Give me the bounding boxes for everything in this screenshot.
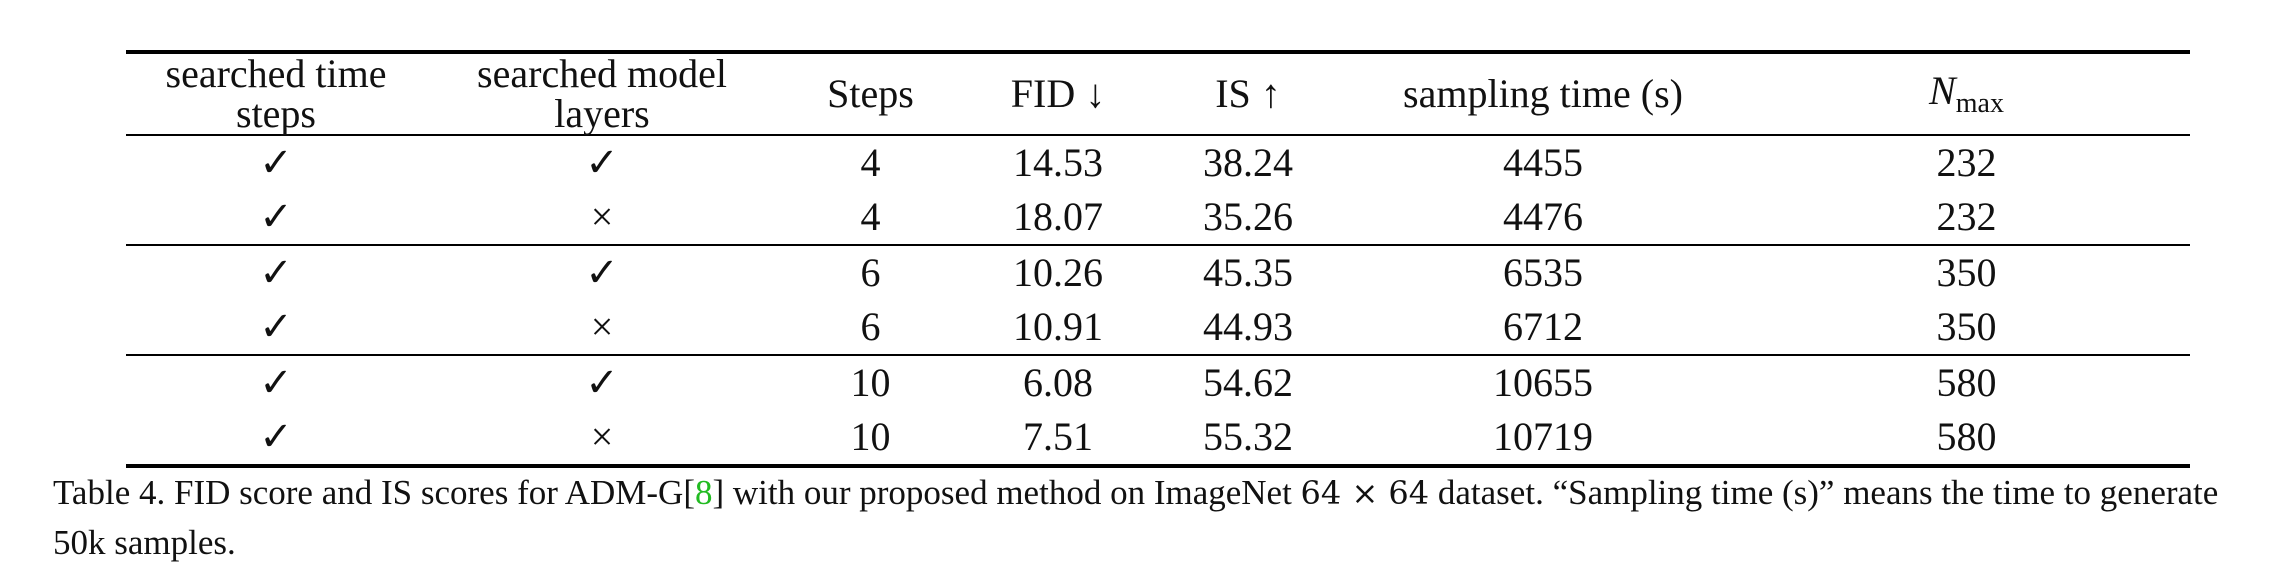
cell-fid: 14.53	[1013, 140, 1103, 185]
nmax-base: N	[1929, 67, 1956, 113]
cell-sampling-time: 4455	[1503, 140, 1583, 185]
cell-is: 38.24	[1203, 140, 1293, 185]
cell-sampling-time: 10655	[1493, 360, 1593, 405]
caption-text-start: Table 4. FID score and IS scores for ADM…	[53, 473, 695, 512]
cell-fid: 10.91	[963, 300, 1153, 356]
cell-nmax: 580	[1743, 410, 2190, 468]
table-row: ✓ ✓ 4 14.53 38.24 4455 232	[126, 135, 2190, 190]
cell-steps: 6	[860, 250, 881, 295]
cell-is: 35.26	[1153, 190, 1343, 246]
table-row: ✓ × 4 18.07 35.26 4476 232	[126, 190, 2190, 246]
cell-steps: 10	[778, 410, 963, 468]
cell-model-layers: ×	[426, 190, 778, 246]
cell-is: 45.35	[1203, 250, 1293, 295]
cell-sampling-time: 4476	[1343, 190, 1743, 246]
cell-time-steps: ✓	[259, 140, 293, 185]
header-steps: Steps	[827, 71, 914, 116]
table-caption: Table 4. FID score and IS scores for ADM…	[53, 468, 2263, 568]
cell-nmax: 232	[1743, 190, 2190, 246]
cell-time-steps: ✓	[259, 250, 293, 295]
cell-nmax: 350	[1743, 300, 2190, 356]
cell-fid: 6.08	[1023, 360, 1093, 405]
citation-link[interactable]: 8	[694, 473, 713, 512]
header-nmax: Nmax	[1743, 52, 2190, 135]
cell-model-layers: ✓	[585, 250, 619, 295]
cell-model-layers: ×	[426, 300, 778, 356]
cell-steps: 4	[778, 190, 963, 246]
table-header-row: searched time steps searched model layer…	[126, 52, 2190, 135]
cell-steps: 4	[860, 140, 881, 185]
cell-nmax: 350	[1936, 250, 1997, 295]
table-row: ✓ ✓ 6 10.26 45.35 6535 350	[126, 245, 2190, 300]
table-row: ✓ × 6 10.91 44.93 6712 350	[126, 300, 2190, 356]
cell-is: 55.32	[1153, 410, 1343, 468]
cell-time-steps: ✓	[126, 190, 426, 246]
cell-steps: 10	[850, 360, 891, 405]
cell-model-layers: ×	[426, 410, 778, 468]
header-is: IS ↑	[1215, 71, 1281, 116]
cell-steps: 6	[778, 300, 963, 356]
cell-is: 44.93	[1153, 300, 1343, 356]
cell-model-layers: ✓	[585, 140, 619, 185]
results-table-container: searched time steps searched model layer…	[126, 50, 2190, 468]
caption-math-resolution: 64 × 64	[1300, 474, 1430, 512]
header-sampling-time: sampling time (s)	[1403, 71, 1683, 116]
results-table: searched time steps searched model layer…	[126, 50, 2190, 468]
cell-is: 54.62	[1203, 360, 1293, 405]
cell-sampling-time: 6712	[1343, 300, 1743, 356]
cell-fid: 10.26	[1013, 250, 1103, 295]
cell-time-steps: ✓	[126, 410, 426, 468]
nmax-subscript: max	[1955, 87, 2004, 119]
table-row: ✓ × 10 7.51 55.32 10719 580	[126, 410, 2190, 468]
header-searched-time-steps: searched time steps	[165, 51, 387, 136]
cell-fid: 7.51	[963, 410, 1153, 468]
cell-fid: 18.07	[963, 190, 1153, 246]
cell-sampling-time: 10719	[1343, 410, 1743, 468]
caption-text-middle: ] with our proposed method on ImageNet	[712, 473, 1301, 512]
cell-time-steps: ✓	[259, 360, 293, 405]
cell-nmax: 232	[1936, 140, 1997, 185]
cell-time-steps: ✓	[126, 300, 426, 356]
cell-model-layers: ✓	[585, 360, 619, 405]
cell-sampling-time: 6535	[1503, 250, 1583, 295]
cell-nmax: 580	[1936, 360, 1997, 405]
caption-text-end: dataset. “Sampling time (s)” means the t…	[53, 473, 2219, 562]
table-row: ✓ ✓ 10 6.08 54.62 10655 580	[126, 355, 2190, 410]
header-searched-model-layers: searched model layers	[477, 51, 727, 136]
header-fid: FID ↓	[1010, 71, 1106, 116]
